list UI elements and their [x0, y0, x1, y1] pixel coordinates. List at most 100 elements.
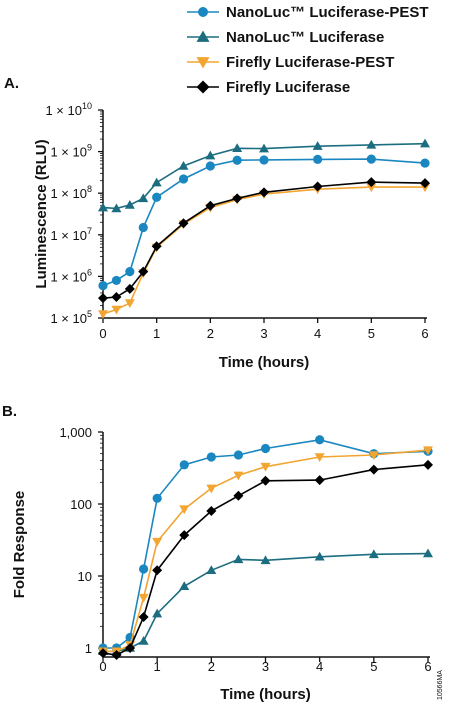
series-line [102, 158, 426, 287]
data-point [232, 155, 242, 165]
x-tick-label: 1 [154, 659, 161, 674]
legend-item-nanoluc-luciferase-pest: NanoLuc™ Luciferase-PEST [187, 4, 429, 21]
data-point [205, 200, 216, 211]
legend-marker [196, 30, 210, 42]
y-axis-label: Luminescence (RLU) [33, 139, 50, 288]
data-point [151, 241, 162, 252]
y-tick-label: 1,000 [59, 425, 92, 440]
data-point [259, 187, 269, 198]
data-point [260, 555, 271, 565]
data-point [152, 608, 163, 618]
series-firefly-luciferase [98, 177, 430, 304]
series-nanoluc-luciferase-pest [98, 154, 430, 291]
series-line [102, 186, 425, 315]
data-point [366, 183, 377, 193]
data-point [124, 200, 135, 209]
series-line [103, 552, 429, 653]
x-tick-label: 0 [99, 326, 106, 341]
data-point [178, 218, 189, 229]
x-tick-label: 1 [153, 326, 160, 341]
data-point [111, 275, 122, 286]
x-tick-label: 3 [262, 659, 269, 674]
data-point [124, 299, 135, 308]
y-tick-label: 1 × 1010 [45, 101, 92, 118]
legend-marker [196, 80, 210, 94]
data-point [179, 581, 190, 591]
data-point [98, 310, 108, 319]
x-tick-label: 5 [368, 326, 375, 341]
panel-label: A. [4, 75, 19, 92]
y-tick-label: 1 × 106 [50, 267, 92, 284]
data-point [233, 450, 244, 460]
data-point [98, 648, 108, 659]
data-point [368, 549, 379, 559]
data-point [259, 143, 269, 153]
data-point [232, 193, 243, 204]
data-point [179, 530, 190, 541]
data-point [206, 565, 217, 575]
data-point [98, 293, 108, 304]
y-tick-label: 1 [85, 641, 92, 656]
y-tick-label: 1 × 108 [50, 184, 92, 201]
legend-item-firefly-luciferase-pest: Firefly Luciferase-PEST [187, 54, 394, 71]
legend-marker [196, 57, 210, 69]
data-point [233, 490, 244, 501]
legend-label: NanoLuc™ Luciferase-PEST [226, 4, 429, 21]
data-point [314, 475, 325, 486]
x-tick-label: 2 [207, 326, 214, 341]
data-point [152, 192, 162, 202]
data-point [151, 177, 162, 187]
data-point [233, 471, 244, 481]
data-point [206, 484, 217, 494]
x-tick-label: 6 [421, 326, 428, 341]
y-tick-label: 1 × 109 [50, 143, 92, 160]
figure-code: 10566MA [437, 670, 444, 700]
data-point [138, 222, 148, 233]
data-point [420, 138, 430, 148]
panel-a-chart: A. 0 1 2 3 4 5 6 1 × 105 1 × 106 1 × 107 1 × 108 1 ×… [4, 75, 430, 371]
data-point [206, 452, 216, 462]
x-tick-label: 4 [316, 659, 323, 674]
data-point [98, 202, 108, 212]
data-point [125, 267, 135, 277]
data-point [423, 459, 433, 470]
data-point [206, 505, 217, 516]
data-point [179, 505, 190, 515]
data-point [420, 178, 430, 189]
x-tick-label: 4 [314, 326, 321, 341]
data-point [152, 493, 162, 503]
x-tick-label: 2 [208, 659, 215, 674]
legend-marker [198, 7, 208, 17]
panel-label: B. [2, 403, 17, 420]
y-tick-label: 1 × 107 [50, 226, 92, 243]
data-point [368, 451, 379, 460]
x-tick-label: 0 [99, 659, 106, 674]
legend-label: Firefly Luciferase [226, 79, 350, 96]
x-tick-label: 6 [424, 659, 431, 674]
data-point [152, 565, 163, 576]
data-point [314, 453, 325, 462]
data-point [178, 161, 189, 170]
series-firefly-luciferase [98, 459, 433, 660]
data-point [138, 593, 149, 603]
data-point [233, 554, 244, 564]
y-tick-label: 100 [70, 497, 92, 512]
legend-item-nanoluc-luciferase: NanoLuc™ Luciferase [187, 29, 384, 46]
data-point [312, 141, 323, 150]
data-point [138, 193, 149, 203]
data-point [315, 435, 325, 445]
legend-item-firefly-luciferase: Firefly Luciferase [187, 79, 350, 96]
data-point [138, 266, 149, 277]
data-point [179, 460, 189, 470]
data-point [205, 161, 215, 171]
data-point [205, 150, 216, 160]
x-axis-label: Time (hours) [220, 686, 311, 703]
data-point [111, 649, 122, 660]
x-axis-label: Time (hours) [219, 354, 310, 371]
data-point [260, 475, 271, 486]
x-tick-label: 5 [370, 659, 377, 674]
data-point [312, 181, 323, 192]
y-axis-label: Fold Response [11, 491, 28, 599]
series-firefly-luciferase-pest [98, 183, 430, 319]
